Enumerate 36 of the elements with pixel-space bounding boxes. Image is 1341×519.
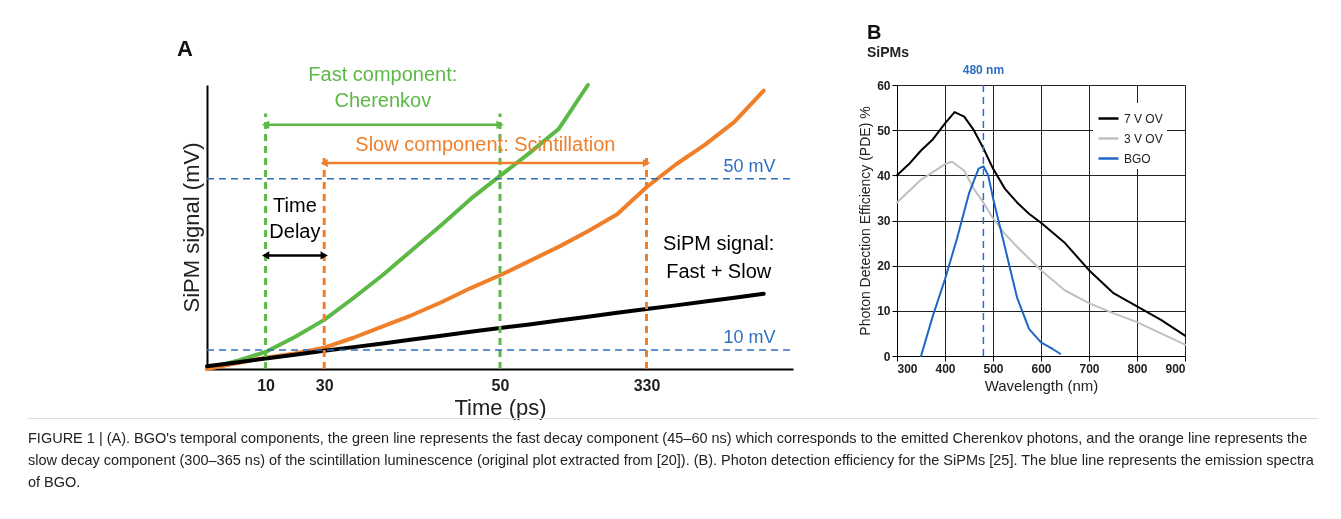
y-axis-title: SiPM signal (mV) xyxy=(178,142,204,313)
ref-line-label: 480 nm xyxy=(962,63,1005,77)
x-tick-label: 500 xyxy=(983,361,1004,376)
series-label: SiPM signal: Fast + Slow xyxy=(663,231,775,282)
y-tick-label: 30 xyxy=(877,214,891,228)
ref-line-label: 10 mV xyxy=(723,326,776,347)
x-axis-title: Time (ps) xyxy=(454,394,547,420)
chart-title: B xyxy=(867,21,882,43)
x-tick-label: 400 xyxy=(935,361,956,376)
legend-label: 3 V OV xyxy=(1124,131,1163,146)
legend-label: BGO xyxy=(1124,151,1151,166)
y-axis-title: Photon Detection Efficiency (PDE) % xyxy=(857,106,874,336)
x-tick-label: 330 xyxy=(633,376,661,394)
legend-label: 7 V OV xyxy=(1124,111,1163,126)
ref-line-label: 50 mV xyxy=(723,155,776,176)
x-tick-label: 700 xyxy=(1079,361,1100,376)
x-tick-label: 600 xyxy=(1031,361,1052,376)
x-tick-label: 10 xyxy=(257,376,276,394)
annotation: Time Delay xyxy=(269,194,321,243)
x-axis-title: Wavelength (nm) xyxy=(984,376,1099,394)
line-series xyxy=(920,165,1062,357)
x-tick-label: 30 xyxy=(315,376,334,394)
y-tick-label: 40 xyxy=(877,168,891,183)
annotation: Fast component: Cherenkov xyxy=(308,63,458,112)
caption: FIGURE 1 | (A). BGO's temporal components, the green line represents the fast decay component (45–60 ns) which corresponds to the emitted Cherenkov photons, and the orange line represents the slow decay component (300–365 ns) of the scintillation luminescence (original plot extracted from [20]). (B). Photon detection efficiency for the SiPMs [25]. The blue line represents the emission spectra of BGO. xyxy=(28,418,1318,493)
chart-title: A xyxy=(177,36,193,62)
x-tick-label: 300 xyxy=(897,361,918,376)
y-tick-label: 50 xyxy=(877,123,891,138)
chart-subtitle: SiPMs xyxy=(867,44,910,60)
x-tick-label: 800 xyxy=(1127,361,1148,376)
y-tick-label: 10 xyxy=(877,304,891,319)
x-tick-label: 900 xyxy=(1165,361,1186,376)
y-tick-label: 0 xyxy=(883,349,891,364)
y-tick-label: 20 xyxy=(877,259,891,274)
y-tick-label: 60 xyxy=(877,78,891,93)
x-tick-label: 50 xyxy=(491,376,510,394)
